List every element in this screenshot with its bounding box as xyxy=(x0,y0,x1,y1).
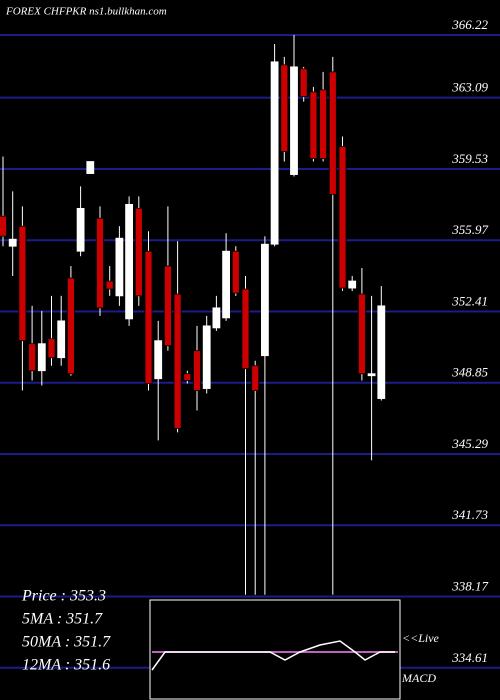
macd-panel xyxy=(149,599,401,700)
candle-body xyxy=(67,277,75,375)
candles xyxy=(0,35,386,595)
candle-body xyxy=(328,71,337,195)
candle-body xyxy=(28,343,37,372)
candle-body xyxy=(193,350,201,391)
candle-body xyxy=(212,307,221,329)
candle-body xyxy=(18,225,27,342)
candle-body xyxy=(125,203,133,320)
candle-body xyxy=(154,340,163,380)
candle-body xyxy=(241,288,250,370)
candle-body xyxy=(260,243,269,357)
candle-body xyxy=(173,293,182,429)
candle-body xyxy=(57,320,66,359)
candle-body xyxy=(183,373,192,381)
y-tick-label: 359.53 xyxy=(451,151,488,166)
candle-body xyxy=(96,217,104,309)
candle-body xyxy=(202,325,211,389)
candle-body xyxy=(357,293,366,375)
y-tick-label: 338.17 xyxy=(451,578,488,593)
candle-body xyxy=(377,305,386,399)
candle-body xyxy=(319,89,328,159)
y-tick-label: 352.41 xyxy=(451,293,488,308)
candle-body xyxy=(76,207,85,252)
candle-body xyxy=(134,207,143,297)
candle-body xyxy=(115,237,124,297)
candle-body xyxy=(222,250,231,319)
y-tick-label: 363.09 xyxy=(451,80,488,95)
candle-body xyxy=(0,215,7,237)
legend-50ma: 50MA : 351.7 xyxy=(22,634,111,651)
candle-body xyxy=(8,238,17,247)
y-tick-label: 345.29 xyxy=(451,436,488,451)
macd-label: MACD xyxy=(401,671,436,685)
candle-body xyxy=(299,68,308,98)
legend-price: Price : 353.3 xyxy=(21,588,106,605)
candle-body xyxy=(280,64,289,152)
y-tick-label: 341.73 xyxy=(451,507,488,522)
chart-title: FOREX CHFPKR ns1.bullkhan.com xyxy=(5,6,167,18)
candle-body xyxy=(270,61,279,245)
candle-body xyxy=(309,91,318,159)
candle-body xyxy=(348,280,357,289)
candle-body xyxy=(231,250,240,294)
candle-body xyxy=(290,66,298,175)
candle-body xyxy=(105,280,114,290)
candle-body xyxy=(47,338,56,359)
candle-body xyxy=(37,343,46,372)
candle-body xyxy=(338,146,347,289)
y-tick-label: 348.85 xyxy=(451,365,488,380)
legend-12ma: 12MA : 351.6 xyxy=(22,657,110,674)
candle-body xyxy=(251,365,260,391)
legend-5ma: 5MA : 351.7 xyxy=(22,611,103,628)
candle-body xyxy=(86,161,95,174)
live-label: <<Live xyxy=(402,631,440,645)
candle-body xyxy=(163,265,172,347)
candle-body xyxy=(144,250,153,384)
y-tick-label: 334.61 xyxy=(451,650,488,665)
y-tick-label: 366.22 xyxy=(451,17,488,32)
macd-line xyxy=(151,640,395,671)
y-tick-label: 355.97 xyxy=(451,222,488,237)
candle-body xyxy=(367,373,376,377)
